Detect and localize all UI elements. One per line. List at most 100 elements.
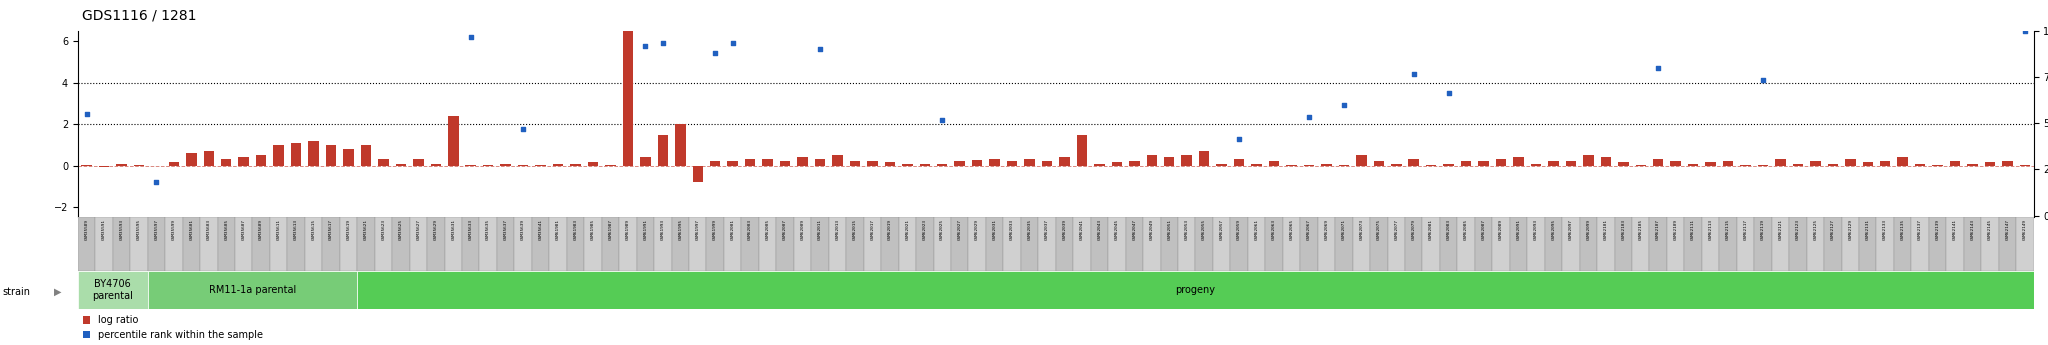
Bar [498, 217, 514, 271]
Text: GSM62125: GSM62125 [1812, 219, 1817, 240]
Point [629, 44, 662, 49]
Text: GDS1116 / 1281: GDS1116 / 1281 [82, 9, 197, 23]
Point [455, 34, 487, 40]
Bar [829, 217, 846, 271]
Bar [637, 217, 653, 271]
Text: GSM35629: GSM35629 [434, 219, 438, 240]
Bar [760, 217, 776, 271]
Bar [1020, 217, 1038, 271]
Bar [1950, 161, 1960, 166]
Text: GSM62139: GSM62139 [1935, 219, 1939, 240]
Bar [1683, 217, 1702, 271]
Bar [1845, 159, 1855, 166]
Bar [938, 164, 948, 166]
Bar [535, 165, 547, 166]
Text: GSM62047: GSM62047 [1133, 219, 1137, 240]
Bar [1042, 161, 1053, 166]
Text: GSM35607: GSM35607 [242, 219, 246, 240]
Text: BY4706
parental: BY4706 parental [92, 279, 133, 300]
Bar [274, 145, 285, 166]
Bar [1077, 135, 1087, 166]
Text: GSM62147: GSM62147 [2005, 219, 2009, 240]
Text: GSM62025: GSM62025 [940, 219, 944, 240]
Text: GSM61989: GSM61989 [627, 219, 631, 240]
Bar [186, 153, 197, 166]
Bar [1671, 161, 1681, 166]
Text: GSM62075: GSM62075 [1376, 219, 1380, 240]
Bar [1423, 217, 1440, 271]
Text: GSM62087: GSM62087 [1481, 219, 1485, 240]
Bar [1128, 161, 1139, 166]
Bar [1458, 217, 1475, 271]
Bar [82, 165, 92, 166]
Bar [1233, 159, 1245, 166]
Text: GSM62011: GSM62011 [817, 219, 821, 240]
Bar [653, 217, 672, 271]
Bar [899, 217, 915, 271]
Text: GSM62033: GSM62033 [1010, 219, 1014, 240]
Bar [322, 217, 340, 271]
Bar [762, 159, 772, 166]
Point [2009, 28, 2042, 34]
Bar [113, 217, 131, 271]
Bar [623, 0, 633, 166]
Text: GSM62091: GSM62091 [1516, 219, 1520, 240]
Text: GSM62129: GSM62129 [1847, 219, 1851, 240]
Bar [147, 271, 356, 309]
Bar [1565, 161, 1577, 166]
Bar [1722, 161, 1733, 166]
Bar [1720, 217, 1737, 271]
Bar [236, 217, 252, 271]
Bar [1827, 164, 1839, 166]
Text: GSM62055: GSM62055 [1202, 219, 1206, 240]
Text: GSM35633: GSM35633 [469, 219, 473, 240]
Bar [569, 164, 582, 166]
Bar [1860, 217, 1876, 271]
Bar [1495, 159, 1505, 166]
Bar [326, 145, 336, 166]
Bar [1896, 157, 1909, 166]
Text: GSM62077: GSM62077 [1395, 219, 1399, 240]
Bar [410, 217, 428, 271]
Bar [1618, 162, 1628, 166]
Bar [356, 271, 2034, 309]
Bar [1667, 217, 1683, 271]
Bar [606, 165, 616, 166]
Text: GSM62059: GSM62059 [1237, 219, 1241, 240]
Bar [1475, 217, 1493, 271]
Text: GSM35605: GSM35605 [225, 219, 227, 240]
Text: GSM61991: GSM61991 [643, 219, 647, 240]
Bar [1147, 155, 1157, 166]
Bar [356, 217, 375, 271]
Bar [745, 159, 756, 166]
Bar [1073, 217, 1092, 271]
Bar [1024, 159, 1034, 166]
Bar [1391, 164, 1401, 166]
Bar [973, 160, 983, 166]
Text: GSM62083: GSM62083 [1446, 219, 1450, 240]
Bar [1212, 217, 1231, 271]
Text: GSM62135: GSM62135 [1901, 219, 1905, 240]
Bar [1964, 217, 1980, 271]
Bar [588, 162, 598, 166]
Bar [815, 159, 825, 166]
Bar [1806, 217, 1825, 271]
Text: GSM62063: GSM62063 [1272, 219, 1276, 240]
Bar [1270, 161, 1280, 166]
Text: GSM62109: GSM62109 [1673, 219, 1677, 240]
Bar [567, 217, 584, 271]
Point [1432, 90, 1464, 95]
Bar [776, 217, 795, 271]
Bar [479, 217, 498, 271]
Bar [707, 217, 723, 271]
Bar [1251, 164, 1262, 166]
Text: GSM62101: GSM62101 [1604, 219, 1608, 240]
Bar [864, 217, 881, 271]
Text: GSM62093: GSM62093 [1534, 219, 1538, 240]
Bar [203, 151, 215, 166]
Text: GSM35625: GSM35625 [399, 219, 403, 240]
Text: GSM62089: GSM62089 [1499, 219, 1503, 240]
Bar [1305, 165, 1315, 166]
Bar [1300, 217, 1317, 271]
Text: GSM62149: GSM62149 [2023, 219, 2028, 240]
